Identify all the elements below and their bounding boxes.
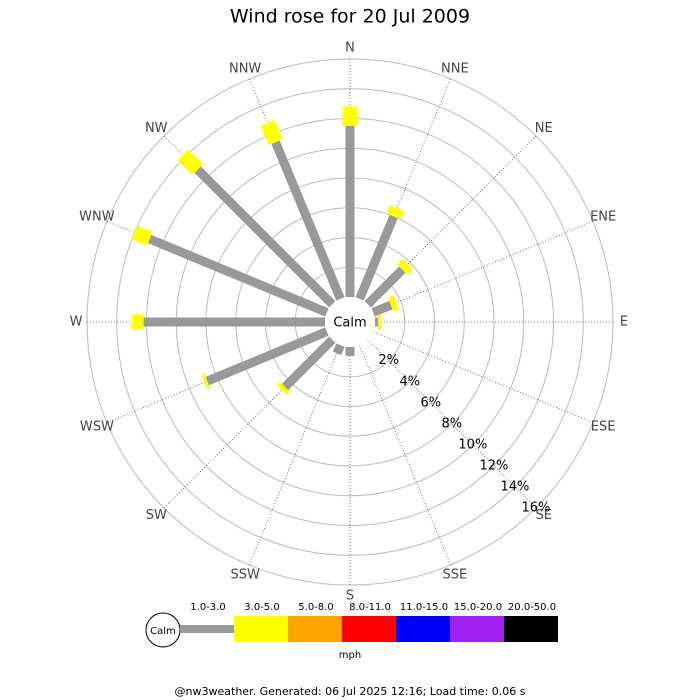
legend-label: 8.0-11.0 bbox=[349, 602, 391, 613]
legend-label: 20.0-50.0 bbox=[508, 602, 556, 613]
wind-bar bbox=[271, 140, 345, 301]
ring-label: 2% bbox=[378, 353, 399, 368]
wind-bar bbox=[332, 343, 345, 356]
wind-bar bbox=[355, 214, 398, 301]
ring-label: 16% bbox=[522, 500, 551, 515]
ring-label: 10% bbox=[458, 437, 487, 452]
ring-label: 4% bbox=[399, 374, 420, 389]
spoke bbox=[372, 220, 594, 313]
wind-bar bbox=[260, 120, 283, 146]
wind-bar bbox=[147, 234, 329, 317]
spoke bbox=[248, 344, 341, 566]
legend-label: 5.0-8.0 bbox=[298, 602, 333, 613]
direction-label: ESE bbox=[591, 419, 616, 434]
legend-label: 3.0-5.0 bbox=[244, 602, 279, 613]
legend-label: 15.0-20.0 bbox=[454, 602, 502, 613]
calm-circle bbox=[325, 297, 375, 347]
direction-label: WSW bbox=[80, 419, 114, 434]
wind-bar bbox=[371, 300, 393, 317]
spoke bbox=[372, 331, 594, 424]
wind-bar bbox=[205, 327, 329, 386]
direction-label: S bbox=[346, 589, 354, 604]
direction-label: NW bbox=[145, 121, 168, 136]
ring-label: 8% bbox=[442, 416, 463, 431]
legend-swatch bbox=[180, 625, 234, 633]
direction-label: E bbox=[620, 315, 628, 330]
legend-swatch bbox=[396, 616, 450, 642]
wind-bar bbox=[276, 381, 291, 396]
direction-label: W bbox=[70, 315, 83, 330]
wind-bar bbox=[397, 259, 413, 275]
spoke bbox=[367, 339, 537, 509]
direction-label: SSW bbox=[230, 568, 260, 583]
wind-bar bbox=[201, 374, 211, 390]
calm-label: Calm bbox=[333, 316, 366, 331]
footer: @nw3weather. Generated: 06 Jul 2025 12:1… bbox=[175, 685, 526, 698]
direction-label: SE bbox=[536, 508, 552, 523]
direction-label: WNW bbox=[79, 210, 115, 225]
legend-swatch bbox=[450, 616, 504, 642]
legend-label: 1.0-3.0 bbox=[190, 602, 225, 613]
wind-bar bbox=[131, 225, 153, 246]
legend-swatch bbox=[288, 616, 342, 642]
direction-label: NE bbox=[535, 121, 553, 136]
wind-bar bbox=[281, 336, 336, 391]
ring-label: 6% bbox=[420, 395, 441, 410]
ring-label: 12% bbox=[479, 458, 508, 473]
direction-label: NNE bbox=[441, 61, 469, 76]
wind-bar bbox=[194, 166, 336, 308]
legend-swatch bbox=[342, 616, 396, 642]
wind-bar bbox=[388, 295, 400, 312]
direction-label: ENE bbox=[590, 210, 616, 225]
legend-swatch bbox=[504, 616, 558, 642]
wind-bar bbox=[364, 266, 406, 308]
ring-label: 14% bbox=[500, 479, 529, 494]
direction-label: SW bbox=[146, 508, 167, 523]
spoke bbox=[359, 344, 452, 566]
legend-swatch bbox=[234, 616, 288, 642]
chart-title: Wind rose for 20 Jul 2009 bbox=[230, 6, 470, 28]
direction-label: SSE bbox=[442, 568, 467, 583]
direction-label: N bbox=[345, 41, 355, 56]
legend-title: mph bbox=[339, 650, 361, 661]
grid-ring bbox=[116, 88, 584, 556]
wind-bar bbox=[386, 205, 405, 220]
legend-calm-label: Calm bbox=[150, 626, 176, 637]
direction-label: NNW bbox=[229, 61, 261, 76]
wind-bar bbox=[177, 149, 203, 175]
legend-label: 11.0-15.0 bbox=[400, 602, 448, 613]
